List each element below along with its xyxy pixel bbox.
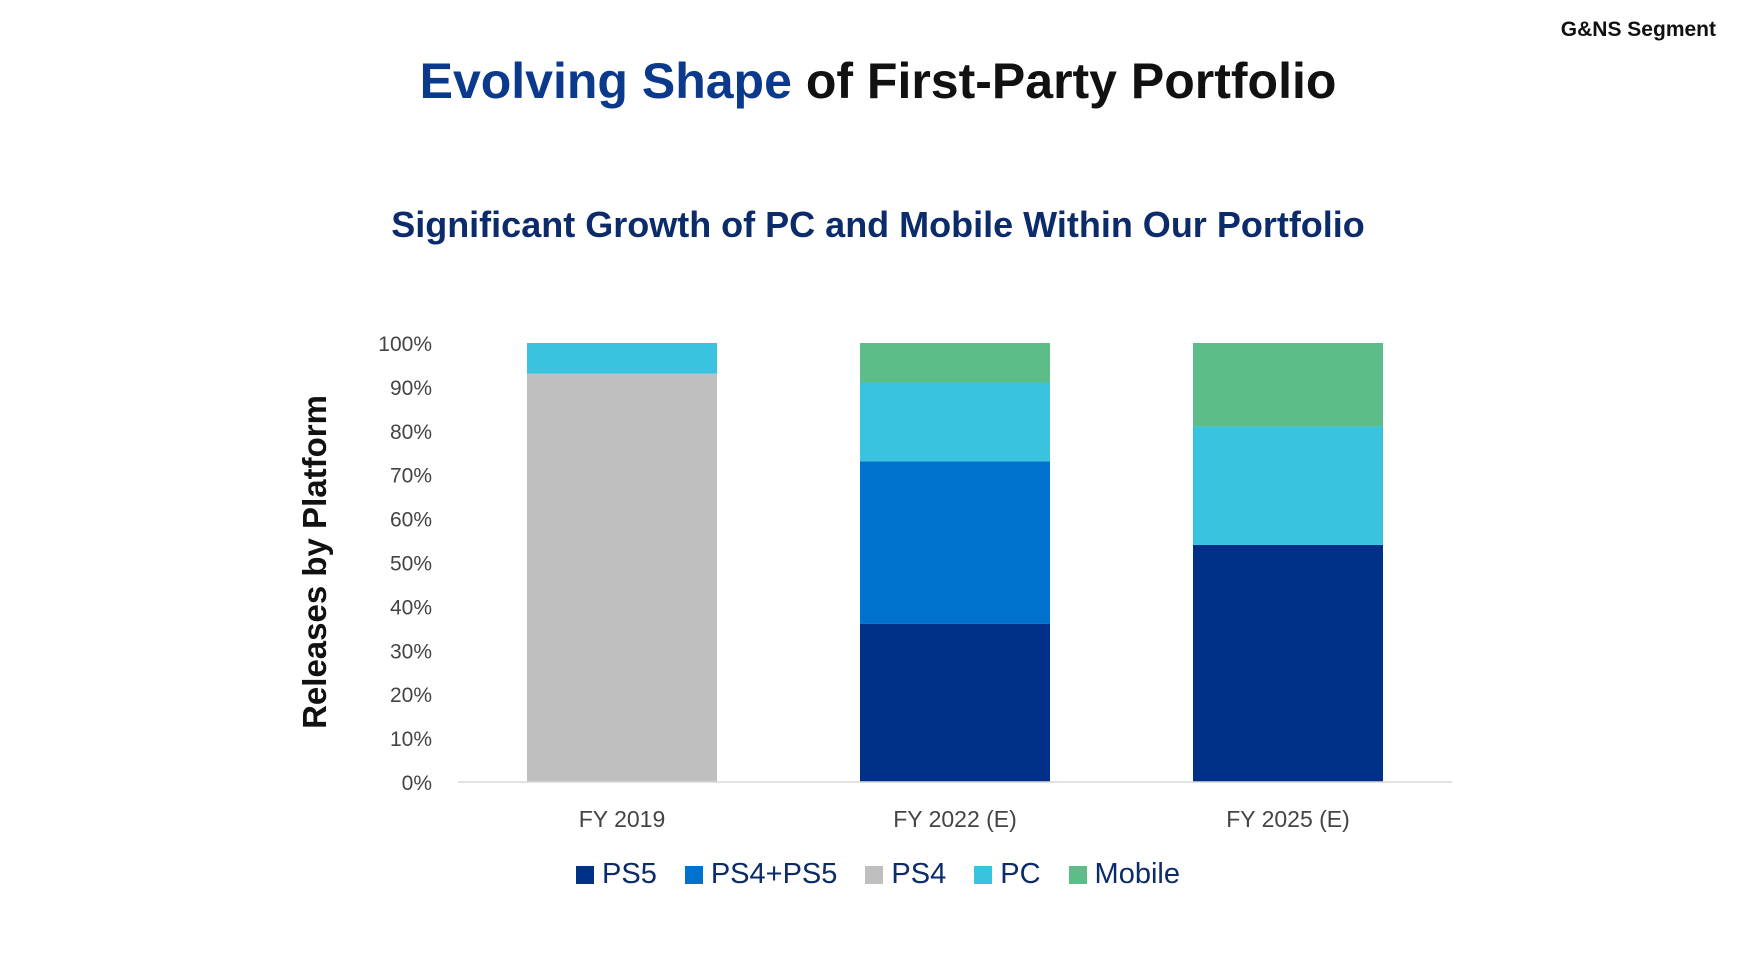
bar-segment [1193, 426, 1383, 545]
chart-title: Significant Growth of PC and Mobile With… [391, 204, 1365, 245]
legend-item: PS5 [576, 858, 657, 891]
legend-label: PS4 [891, 858, 947, 890]
legend-item: PS4 [865, 858, 946, 891]
bar-segment [860, 623, 1050, 782]
legend-swatch [684, 865, 703, 884]
legend-swatch [865, 865, 884, 884]
y-axis-title: Releases by Platform [296, 395, 333, 729]
y-tick-label: 40% [390, 596, 432, 619]
legend-item: Mobile [1068, 858, 1180, 891]
legend-label: PS4+PS5 [710, 858, 838, 890]
legend-label: PS5 [602, 858, 657, 890]
y-tick-label: 50% [390, 553, 432, 576]
y-tick-label: 0% [402, 772, 432, 795]
y-tick-label: 20% [390, 684, 432, 707]
bar-segment [527, 343, 717, 374]
legend-swatch [576, 865, 595, 884]
y-tick-label: 80% [390, 421, 432, 444]
legend-item: PC [974, 858, 1041, 891]
legend-item: PS4+PS5 [684, 858, 838, 891]
y-tick-label: 60% [390, 509, 432, 532]
title-accent: Evolving Shape [419, 53, 792, 109]
x-tick-label: FY 2025 (E) [1226, 806, 1350, 832]
bar-segment [860, 461, 1050, 624]
segment-label: G&NS Segment [1560, 18, 1716, 41]
bar-segment [527, 373, 717, 782]
y-tick-label: 90% [390, 377, 432, 400]
bar-segment [1193, 343, 1383, 427]
legend-label: Mobile [1094, 858, 1180, 890]
page-title: Evolving Shape of First-Party Portfolio [0, 52, 1756, 110]
y-tick-label: 30% [390, 640, 432, 663]
x-tick-label: FY 2019 [579, 806, 666, 832]
y-tick-label: 100% [378, 333, 432, 356]
y-tick-label: 70% [390, 465, 432, 488]
legend-swatch [974, 865, 993, 884]
title-rest: of First-Party Portfolio [805, 53, 1337, 109]
x-tick-label: FY 2022 (E) [893, 806, 1017, 832]
y-tick-label: 10% [390, 728, 432, 751]
chart-legend: PS5 PS4+PS5 PS4 PC Mobile [0, 858, 1756, 891]
bar-segment [860, 382, 1050, 462]
bar-segment [860, 343, 1050, 383]
legend-label: PC [1000, 858, 1041, 890]
legend-swatch [1068, 865, 1087, 884]
bar-segment [1193, 544, 1383, 782]
